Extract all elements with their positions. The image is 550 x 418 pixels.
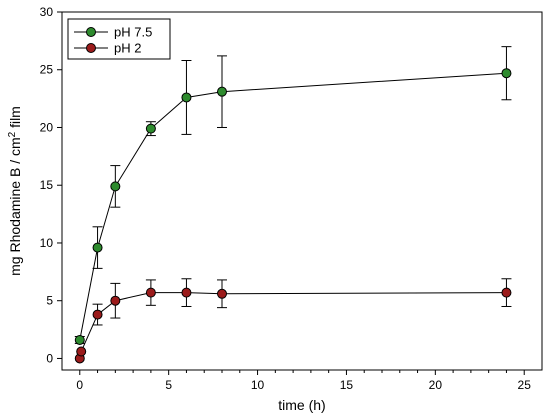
plot-frame — [61, 11, 543, 371]
x-tick-label: 10 — [251, 378, 265, 392]
series-0 — [74, 46, 512, 345]
data-point — [217, 288, 227, 299]
y-tick-label: 15 — [40, 178, 54, 192]
data-point — [92, 309, 103, 320]
legend-box — [67, 18, 171, 60]
series-line — [79, 72, 507, 341]
data-point — [501, 68, 512, 79]
y-tick-label: 10 — [40, 236, 54, 250]
legend-item-0: pH 7.5 — [74, 25, 152, 40]
y-tick-label: 25 — [40, 63, 54, 77]
data-point — [92, 242, 103, 253]
series-1 — [74, 278, 512, 364]
data-point — [74, 334, 85, 345]
y-tick-label: 20 — [40, 120, 54, 134]
series-line — [79, 292, 507, 359]
x-axis-title: time (h) — [278, 397, 325, 413]
y-axis-title-main: mg Rhodamine B / cm — [7, 137, 23, 276]
y-tick-label: 5 — [46, 294, 53, 308]
plot-area — [61, 11, 543, 371]
y-axis: 0 5 10 15 20 25 30 — [40, 5, 62, 365]
data-point — [145, 287, 156, 298]
legend-label: pH 7.5 — [114, 25, 152, 40]
x-tick-label: 25 — [518, 378, 532, 392]
legend: pH 7.5pH 2 — [67, 18, 171, 60]
y-axis-title-tail: film — [7, 106, 23, 132]
series-layer — [74, 46, 512, 364]
data-point — [110, 181, 121, 192]
x-tick-label: 15 — [340, 378, 354, 392]
data-point — [217, 86, 227, 97]
data-point — [76, 346, 87, 357]
x-tick-label: 0 — [76, 378, 83, 392]
legend-marker — [86, 27, 96, 37]
data-point — [110, 295, 121, 306]
x-tick-label: 5 — [165, 378, 172, 392]
legend-item-1: pH 2 — [74, 41, 141, 56]
y-axis-title-superscript: 2 — [7, 131, 18, 137]
data-point — [181, 287, 192, 298]
x-axis: 0 5 10 15 20 25 — [76, 370, 531, 392]
y-tick-label: 30 — [40, 5, 54, 19]
data-point — [181, 92, 192, 103]
legend-label: pH 2 — [114, 41, 141, 56]
legend-marker — [86, 43, 96, 53]
data-point — [145, 123, 156, 134]
x-tick-label: 20 — [429, 378, 443, 392]
y-tick-label: 0 — [46, 351, 53, 365]
data-point — [501, 287, 512, 298]
y-axis-title: mg Rhodamine B / cm2 film — [7, 106, 24, 276]
